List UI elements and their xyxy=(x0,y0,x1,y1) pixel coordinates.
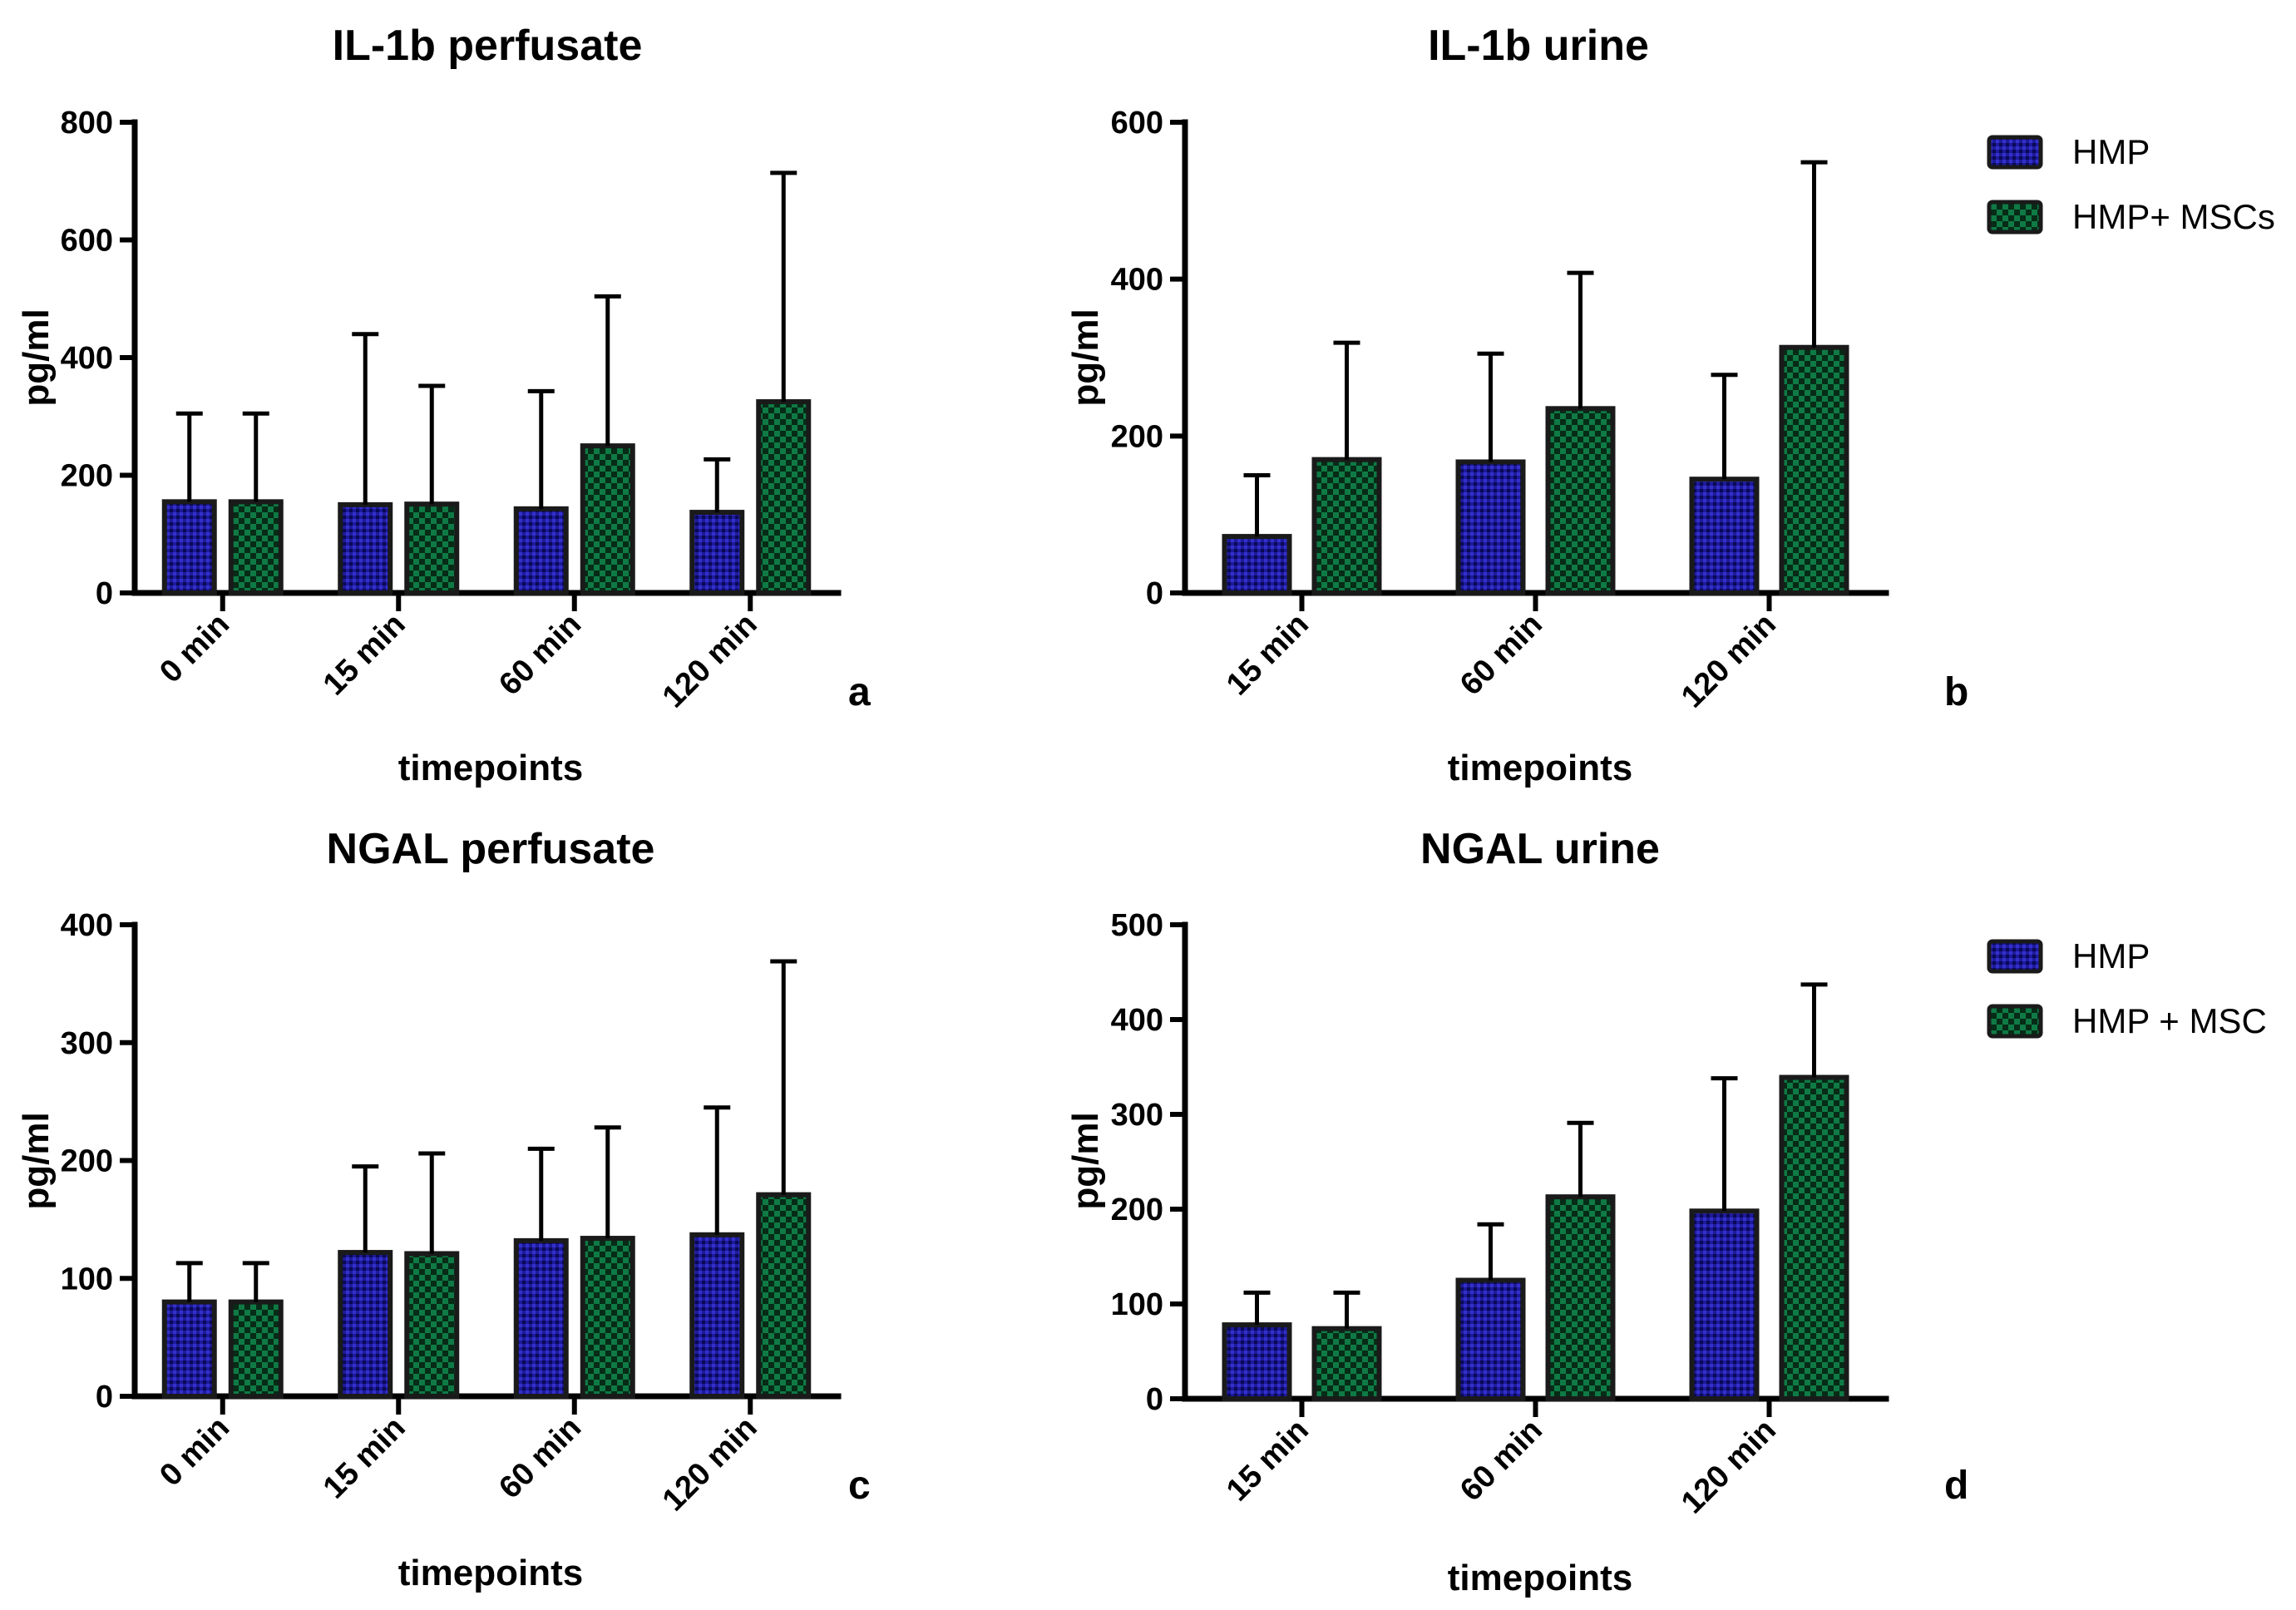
panel-c-ylabel: pg/ml xyxy=(16,1112,57,1209)
panel-a-ytick-label: 200 xyxy=(61,459,113,494)
panel-a-ytick-label: 400 xyxy=(61,341,113,376)
panel-b-bar-hmp xyxy=(1455,459,1526,595)
panel-b-legend-swatch-hmp xyxy=(1987,135,2043,170)
panel-b-category-label: 15 min xyxy=(1220,607,1316,703)
panel-c-xlabel: timepoints xyxy=(398,1553,583,1593)
panel-a-bar-msc xyxy=(404,501,460,595)
panel-b-legend-label: HMP xyxy=(2072,132,2150,171)
panel-d-title: NGAL urine xyxy=(1420,825,1660,873)
panel-c: NGAL perfusate pg/ml timepoints c 0 100 20… xyxy=(16,825,871,1593)
panel-d-ytick-label: 400 xyxy=(1111,1003,1163,1038)
panel-a-bar-hmp xyxy=(161,499,217,596)
panel-d-legend-label: HMP xyxy=(2072,936,2150,975)
panel-b: IL-1b urine pg/ml timepoints b 0 200 400 60… xyxy=(1065,22,2275,788)
panel-a-bar-msc xyxy=(228,499,284,596)
panel-c-bar-hmp xyxy=(689,1232,745,1399)
panel-c-bar-msc xyxy=(404,1251,460,1400)
panel-c-plot: 0 100 200 300 400 0 min 15 min 60 min 120 min xyxy=(61,908,842,1519)
panel-c-ytick-label: 100 xyxy=(61,1262,113,1296)
panel-b-bar-hmp xyxy=(1689,477,1760,596)
panel-c-ytick-label: 300 xyxy=(61,1026,113,1061)
panel-a-title: IL-1b perfusate xyxy=(333,22,643,70)
panel-c-bar-hmp xyxy=(161,1299,217,1399)
panel-c-ytick-label: 400 xyxy=(61,908,113,943)
panel-b-legend-swatch-msc xyxy=(1987,200,2043,235)
panel-b-bar-msc xyxy=(1545,406,1616,596)
panel-d-legend: HMP HMP + MSC xyxy=(1987,936,2267,1040)
panel-a-bar-hmp xyxy=(689,510,745,596)
panel-a-bar-hmp xyxy=(513,506,569,596)
panel-b-legend-label: HMP+ MSCs xyxy=(2072,197,2275,236)
panel-d-plot: 0 100 200 300 400 500 15 min 60 min 120 min xyxy=(1111,908,1889,1521)
panel-b-category-label: 60 min xyxy=(1454,607,1549,703)
panel-a: IL-1b perfusate pg/ml timepoints a 0 200 4… xyxy=(16,22,871,788)
panel-b-category-label: 120 min xyxy=(1675,607,1783,715)
panel-d-bar-msc xyxy=(1545,1194,1616,1402)
panel-b-bar-msc xyxy=(1779,344,1849,595)
panel-a-ytick-label: 0 xyxy=(96,576,113,611)
panel-a-bar-msc xyxy=(756,399,812,595)
panel-b-ylabel: pg/ml xyxy=(1065,309,1106,406)
panel-b-xlabel: timepoints xyxy=(1448,748,1632,788)
panel-c-ytick-label: 200 xyxy=(61,1144,113,1179)
panel-d-ytick-label: 0 xyxy=(1146,1382,1163,1417)
panel-d-bar-hmp xyxy=(1689,1208,1760,1402)
panel-d-category-label: 120 min xyxy=(1675,1413,1783,1521)
panel-d-legend-swatch-msc xyxy=(1987,1004,2043,1039)
panel-a-ytick-label: 600 xyxy=(61,224,113,259)
panel-a-letter: a xyxy=(848,670,871,714)
panel-d-ylabel: pg/ml xyxy=(1065,1112,1106,1209)
panel-c-category-label: 15 min xyxy=(317,1410,412,1506)
panel-d-xlabel: timepoints xyxy=(1448,1558,1632,1598)
panel-c-category-label: 0 min xyxy=(153,1410,236,1494)
panel-b-ytick-label: 0 xyxy=(1146,576,1163,611)
panel-b-bar-msc xyxy=(1311,457,1382,596)
panel-c-bar-msc xyxy=(580,1236,635,1400)
panel-a-bar-hmp xyxy=(338,501,393,595)
panel-d-bar-hmp xyxy=(1222,1322,1292,1401)
panel-a-xlabel: timepoints xyxy=(398,748,583,788)
panel-d-bar-hmp xyxy=(1455,1277,1526,1401)
panel-c-bar-hmp xyxy=(338,1250,393,1399)
panel-a-category-label: 60 min xyxy=(492,607,588,703)
panel-a-ylabel: pg/ml xyxy=(16,309,57,406)
panel-a-bar-msc xyxy=(580,443,635,595)
panel-c-category-label: 120 min xyxy=(656,1410,764,1519)
panel-c-ytick-label: 0 xyxy=(96,1380,113,1415)
panel-d-bar-msc xyxy=(1779,1074,1849,1402)
panel-b-ytick-label: 200 xyxy=(1111,419,1163,454)
panel-c-letter: c xyxy=(848,1464,871,1508)
panel-a-ytick-label: 800 xyxy=(61,106,113,141)
panel-b-ytick-label: 400 xyxy=(1111,263,1163,298)
panel-c-category-label: 60 min xyxy=(492,1410,588,1506)
panel-b-letter: b xyxy=(1944,670,1968,714)
panel-c-bar-msc xyxy=(756,1192,812,1400)
panel-d-ytick-label: 300 xyxy=(1111,1098,1163,1133)
panel-d-legend-swatch-hmp xyxy=(1987,939,2043,974)
panel-a-plot: 0 200 400 600 800 0 min 15 min 60 min 120 min xyxy=(61,106,842,715)
panel-b-bar-hmp xyxy=(1222,534,1292,596)
panel-c-bar-msc xyxy=(228,1299,284,1399)
panel-c-title: NGAL perfusate xyxy=(327,825,655,873)
panel-c-bar-hmp xyxy=(513,1237,569,1400)
panel-d-ytick-label: 500 xyxy=(1111,908,1163,943)
panel-d-category-label: 15 min xyxy=(1220,1413,1316,1509)
panel-d-ytick-label: 200 xyxy=(1111,1193,1163,1227)
panel-d-bar-msc xyxy=(1311,1326,1382,1402)
panel-b-ytick-label: 600 xyxy=(1111,106,1163,141)
panel-a-category-label: 0 min xyxy=(153,607,236,690)
panel-d-category-label: 60 min xyxy=(1454,1413,1549,1509)
panel-d: NGAL urine pg/ml timepoints d 0 100 200 300… xyxy=(1065,825,2267,1598)
panel-a-category-label: 15 min xyxy=(317,607,412,703)
panel-d-letter: d xyxy=(1944,1464,1968,1508)
panel-b-legend: HMP HMP+ MSCs xyxy=(1987,132,2275,236)
panel-b-plot: 0 200 400 600 15 min 60 min 120 min xyxy=(1111,106,1889,715)
panel-d-ytick-label: 100 xyxy=(1111,1287,1163,1322)
panel-b-title: IL-1b urine xyxy=(1428,22,1649,70)
panel-d-legend-label: HMP + MSC xyxy=(2072,1001,2267,1040)
panel-a-category-label: 120 min xyxy=(656,607,764,715)
